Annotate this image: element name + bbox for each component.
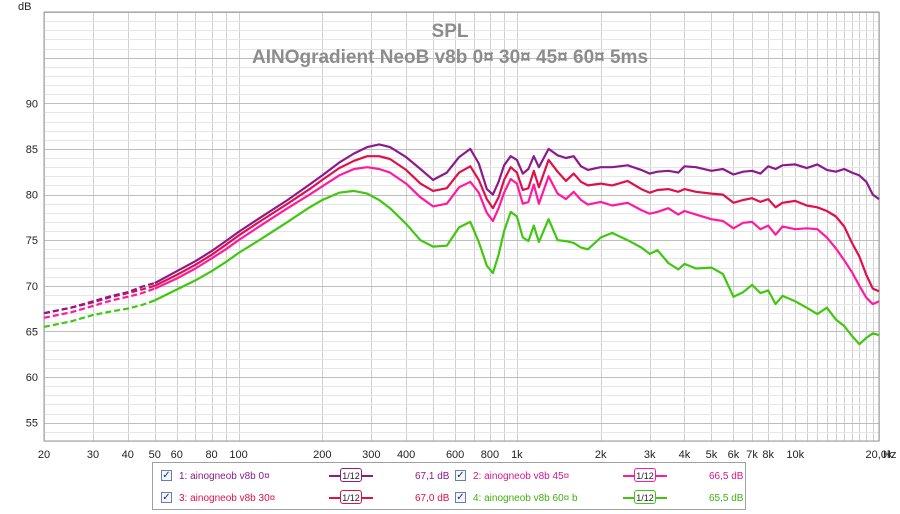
series-line <box>154 143 880 285</box>
legend-label: 2: ainogneob v8b 45¤ <box>473 471 570 482</box>
x-tick-label: 100 <box>229 449 247 461</box>
legend-label: 4: ainogneob v8b 60¤ b <box>473 493 578 504</box>
x-tick-label: 1k <box>511 449 523 461</box>
y-tick-label: 70 <box>26 281 38 293</box>
x-tick-label: 6k <box>728 449 740 461</box>
legend-label: 1: ainogneob v8b 0¤ <box>179 471 270 482</box>
smoothing-badge: 1/12 <box>634 490 656 504</box>
x-tick-label: 400 <box>397 449 415 461</box>
series-line <box>154 189 880 346</box>
series-1-checkbox[interactable]: ✓ <box>161 470 172 481</box>
y-tick-label: 80 <box>26 190 38 202</box>
series-3-checkbox[interactable]: ✓ <box>161 492 172 503</box>
y-tick-label: 55 <box>26 418 38 430</box>
x-tick-label: 30 <box>87 449 99 461</box>
x-tick-label: 200 <box>313 449 331 461</box>
y-axis-label: dB <box>18 1 31 13</box>
y-tick-label: 75 <box>26 235 38 247</box>
smoothing-selector[interactable]: 1/12 <box>329 468 373 484</box>
x-tick-label: 8k <box>762 449 774 461</box>
series-line <box>154 166 880 306</box>
legend: ✓ 1: ainogneob v8b 0¤ 1/12 67,1 dB ✓ 2: … <box>152 462 746 510</box>
x-tick-label: 600 <box>446 449 464 461</box>
smoothing-badge: 1/12 <box>340 468 362 482</box>
x-tick-label: 5k <box>706 449 718 461</box>
x-axis-label: Hz <box>883 449 896 461</box>
legend-level: 67,1 dB <box>415 471 450 482</box>
x-tick-label: 20 <box>38 449 50 461</box>
smoothing-badge: 1/12 <box>340 490 362 504</box>
smoothing-selector[interactable]: 1/12 <box>623 468 667 484</box>
y-tick-label: 60 <box>26 372 38 384</box>
x-tick-label: 4k <box>679 449 691 461</box>
series-2-checkbox[interactable]: ✓ <box>455 470 466 481</box>
chart-title: SPL <box>432 21 469 42</box>
legend-label: 3: ainogneob v8b 30¤ <box>179 493 276 504</box>
x-tick-label: 20,0k <box>866 449 893 461</box>
series-line-dashed <box>43 287 156 319</box>
plot-frame <box>43 11 880 442</box>
x-axis-ticks: 20 30 40 50 60 80 100 200 300 400 600 800 1k 2k 3k 4k 5k… <box>38 449 893 461</box>
y-axis-ticks: 55 60 65 70 75 80 85 90 <box>26 98 38 429</box>
series-line-dashed <box>43 299 156 328</box>
legend-row: ✓ 3: ainogneob v8b 30¤ 1/12 67,0 dB ✓ 4:… <box>153 487 745 509</box>
series-4-checkbox[interactable]: ✓ <box>455 492 466 503</box>
y-tick-label: 90 <box>26 98 38 110</box>
grid <box>44 12 880 442</box>
x-tick-label: 300 <box>362 449 380 461</box>
series-line-dashed <box>43 282 156 315</box>
legend-level: 67,0 dB <box>415 493 450 504</box>
smoothing-selector[interactable]: 1/12 <box>623 490 667 506</box>
x-tick-label: 800 <box>481 449 499 461</box>
x-tick-label: 10k <box>786 449 804 461</box>
series-lines <box>43 143 880 346</box>
x-tick-label: 50 <box>149 449 161 461</box>
legend-level: 65,5 dB <box>709 493 744 504</box>
legend-level: 66,5 dB <box>709 471 744 482</box>
x-tick-label: 7k <box>746 449 758 461</box>
series-line <box>154 155 880 293</box>
x-tick-label: 80 <box>205 449 217 461</box>
x-tick-label: 40 <box>122 449 134 461</box>
smoothing-badge: 1/12 <box>634 468 656 482</box>
x-tick-label: 60 <box>171 449 183 461</box>
y-tick-label: 65 <box>26 326 38 338</box>
x-tick-label: 2k <box>595 449 607 461</box>
legend-row: ✓ 1: ainogneob v8b 0¤ 1/12 67,1 dB ✓ 2: … <box>153 465 745 487</box>
y-tick-label: 85 <box>26 144 38 156</box>
x-tick-label: 3k <box>644 449 656 461</box>
smoothing-selector[interactable]: 1/12 <box>329 490 373 506</box>
chart-subtitle: AINOgradient NeoB v8b 0¤ 30¤ 45¤ 60¤ 5ms <box>252 47 648 68</box>
